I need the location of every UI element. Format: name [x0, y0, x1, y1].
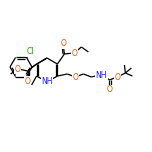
Text: O: O — [60, 40, 66, 48]
Text: O: O — [25, 76, 31, 85]
Text: Cl: Cl — [27, 47, 34, 56]
Text: NH: NH — [96, 71, 107, 79]
Text: NH: NH — [41, 78, 53, 86]
Text: O: O — [71, 48, 77, 57]
Text: O: O — [114, 73, 120, 81]
Text: O: O — [73, 73, 78, 81]
Text: O: O — [15, 64, 21, 74]
Text: O: O — [106, 85, 112, 95]
